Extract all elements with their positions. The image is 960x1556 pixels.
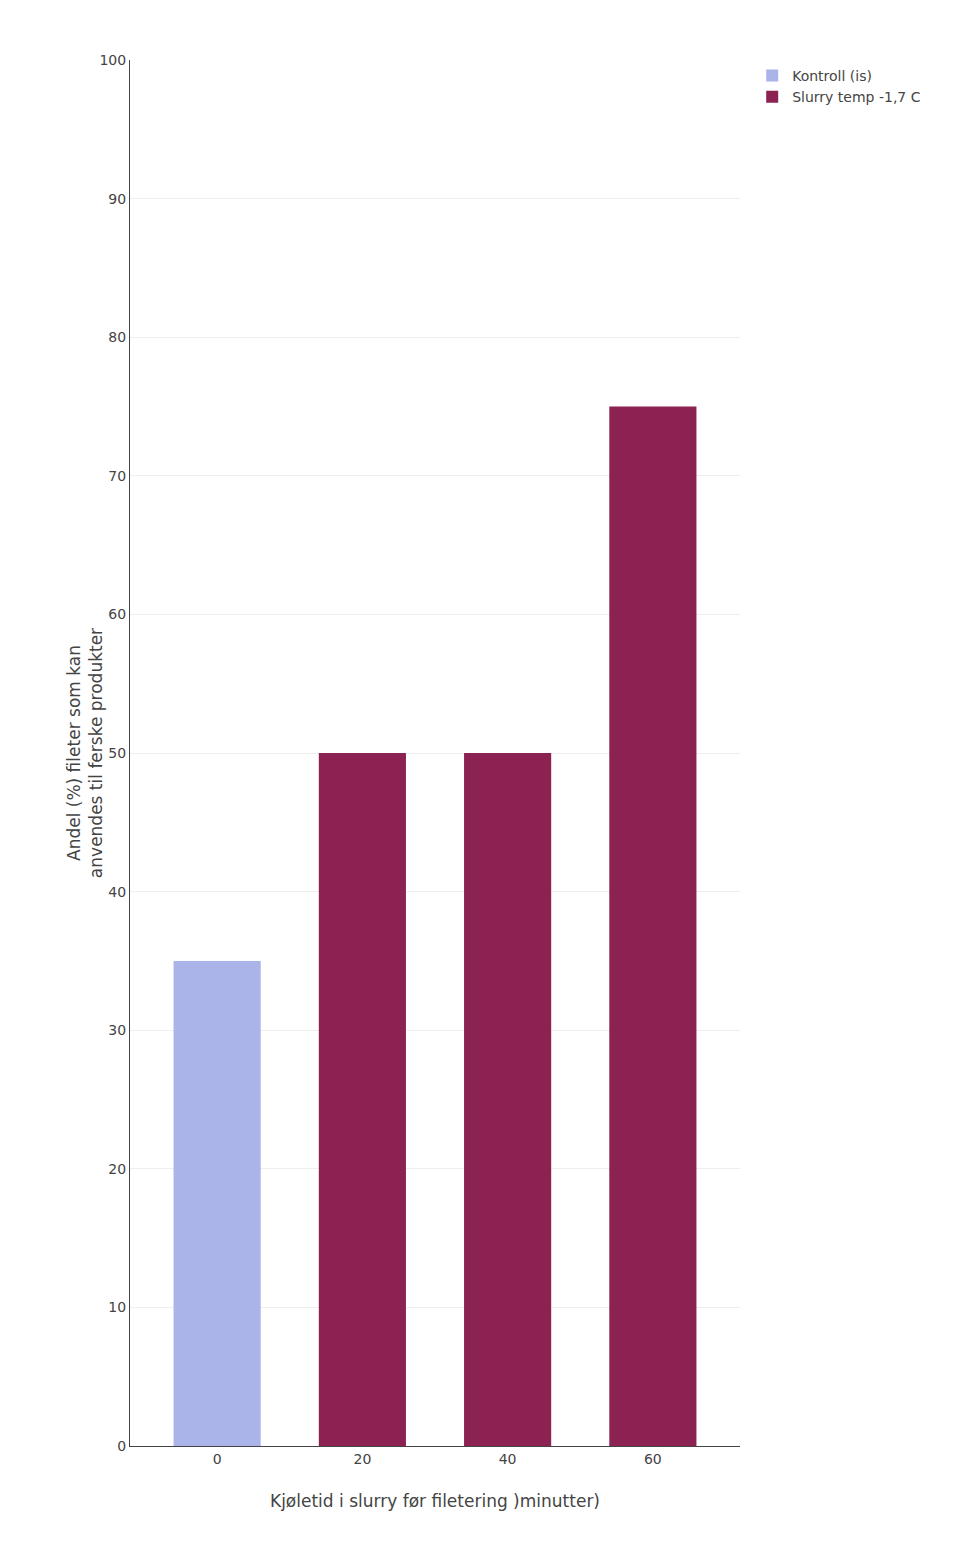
svg-text:50: 50 — [108, 745, 126, 761]
svg-text:10: 10 — [108, 1299, 126, 1315]
svg-text:Andel (%) fileter som kananven: Andel (%) fileter som kananvendes til fe… — [64, 628, 106, 878]
svg-text:Kjøletid i slurry før fileteri: Kjøletid i slurry før filetering )minutt… — [270, 1491, 600, 1511]
svg-text:90: 90 — [108, 191, 126, 207]
svg-text:40: 40 — [499, 1451, 517, 1467]
svg-text:0: 0 — [213, 1451, 222, 1467]
svg-text:80: 80 — [108, 329, 126, 345]
svg-text:30: 30 — [108, 1022, 126, 1038]
svg-text:100: 100 — [99, 52, 126, 68]
svg-text:60: 60 — [644, 1451, 662, 1467]
svg-text:60: 60 — [108, 606, 126, 622]
svg-text:40: 40 — [108, 884, 126, 900]
svg-text:0: 0 — [117, 1438, 126, 1454]
svg-text:Kontroll (is): Kontroll (is) — [792, 68, 872, 84]
svg-text:20: 20 — [353, 1451, 371, 1467]
svg-text:Slurry temp -1,7 C: Slurry temp -1,7 C — [792, 89, 920, 105]
svg-text:70: 70 — [108, 468, 126, 484]
svg-text:20: 20 — [108, 1161, 126, 1177]
